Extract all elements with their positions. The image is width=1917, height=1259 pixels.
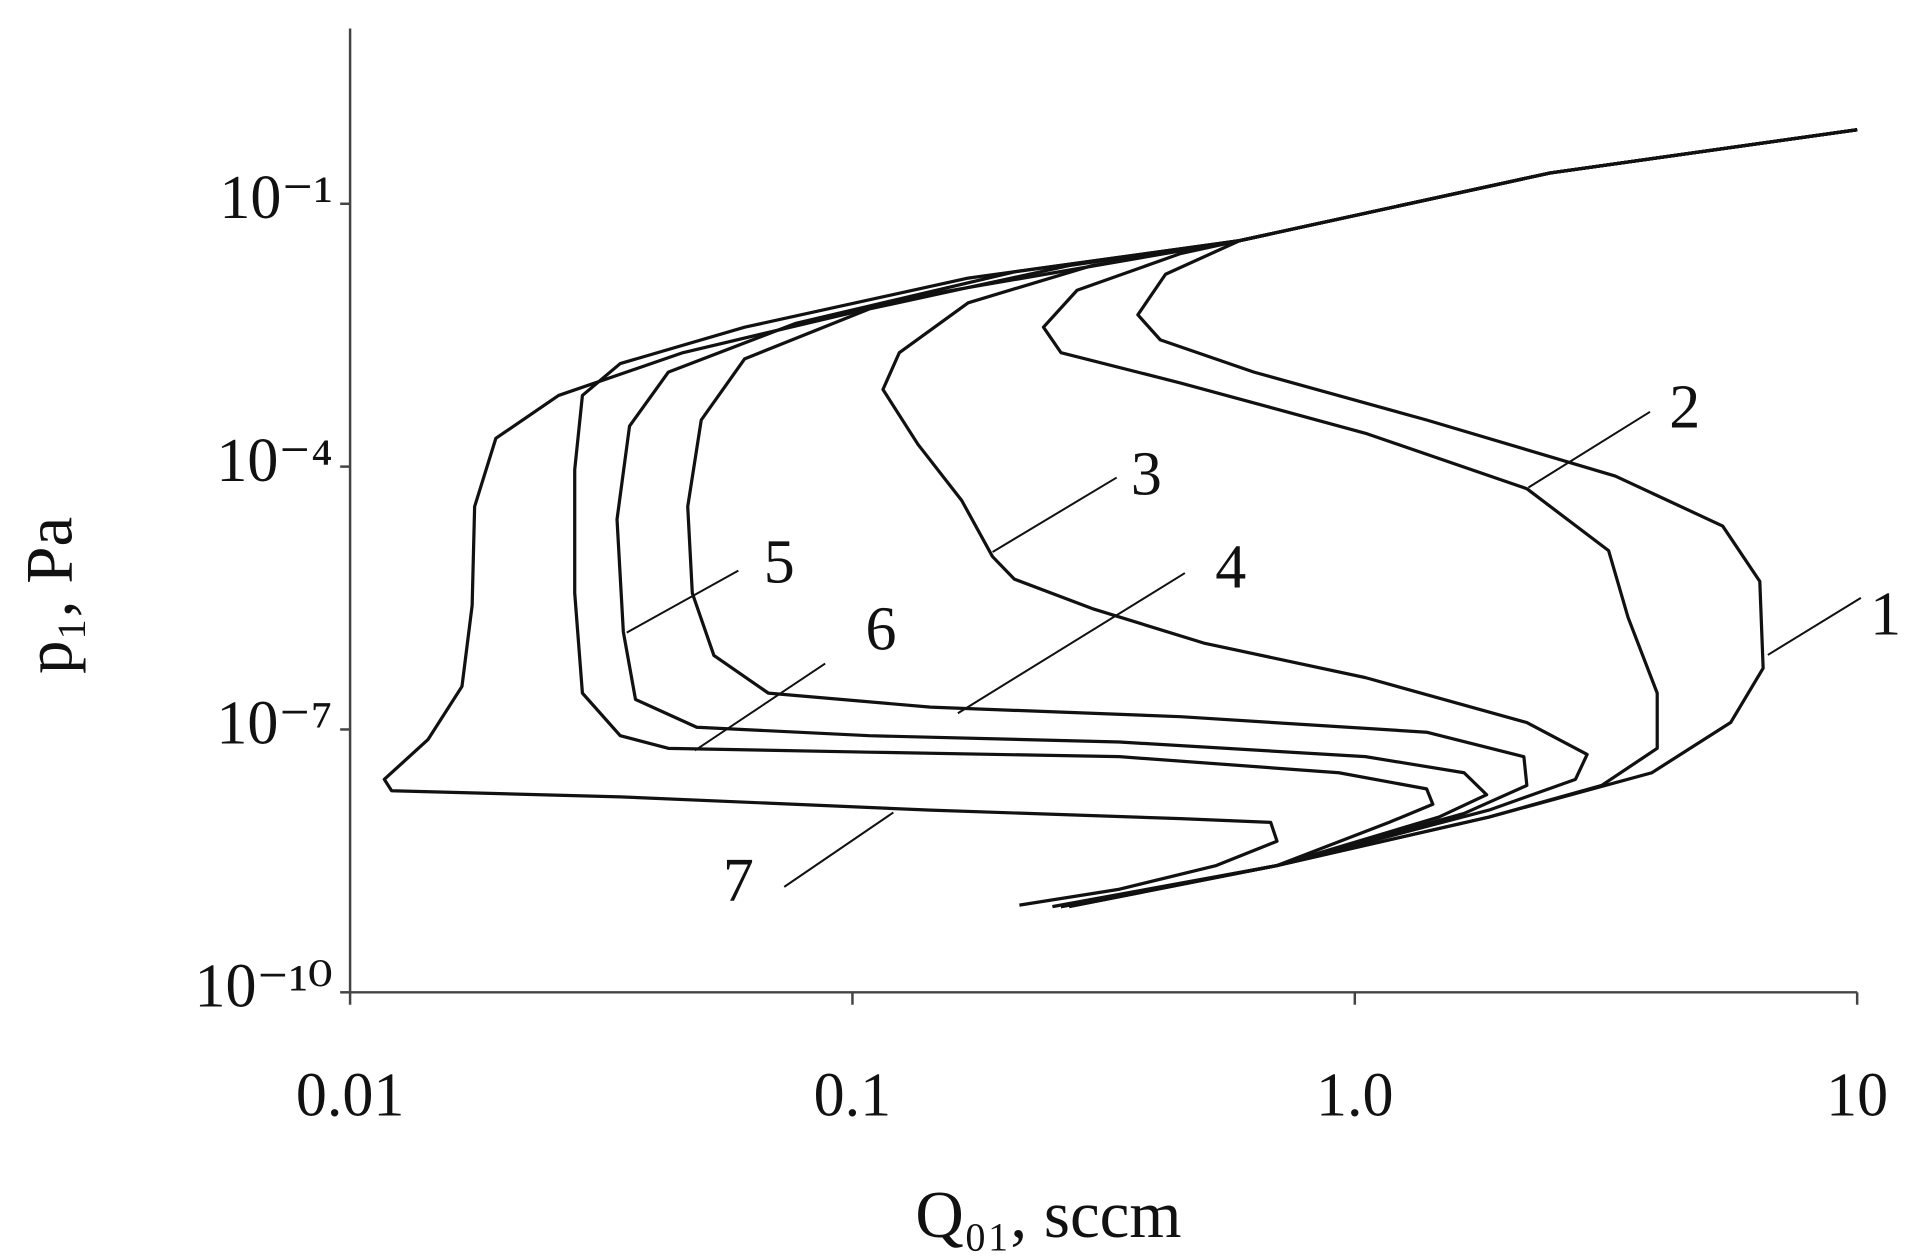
leader-line [1527,410,1651,489]
y-tick-label: 10⁻⁴ [216,427,332,495]
leader-line [1767,597,1862,656]
leader-line [992,476,1118,553]
x-tick-label: 0.1 [814,1062,892,1130]
curve [686,128,1858,909]
y-tick-label: 10⁻⁷ [216,690,332,758]
leader-line [957,572,1186,715]
curve [573,128,1858,909]
curve-label: 3 [1131,440,1162,508]
leader-line [783,811,894,888]
curve [881,128,1858,909]
curve [382,128,1858,907]
leader-line [626,569,739,634]
leader-line [694,662,826,752]
y-tick-label: 10⁻¹⁰ [195,953,333,1021]
x-tick-label: 10 [1826,1062,1888,1130]
curve-label: 6 [865,595,896,663]
curve-label: 2 [1669,373,1700,441]
curve-label: 1 [1870,580,1901,648]
x-tick-label: 0.01 [296,1062,404,1130]
curve-label: 4 [1215,533,1246,601]
x-tick-label: 1.0 [1316,1062,1393,1130]
y-axis-title: p₁, Pa [12,517,86,674]
curve [1041,128,1858,909]
curve-label: 7 [723,847,754,915]
y-tick-label: 10⁻¹ [219,164,332,232]
curve [615,128,1858,909]
x-axis-title: Q₀₁, sccm [915,1178,1181,1252]
curve-label: 5 [764,528,795,596]
